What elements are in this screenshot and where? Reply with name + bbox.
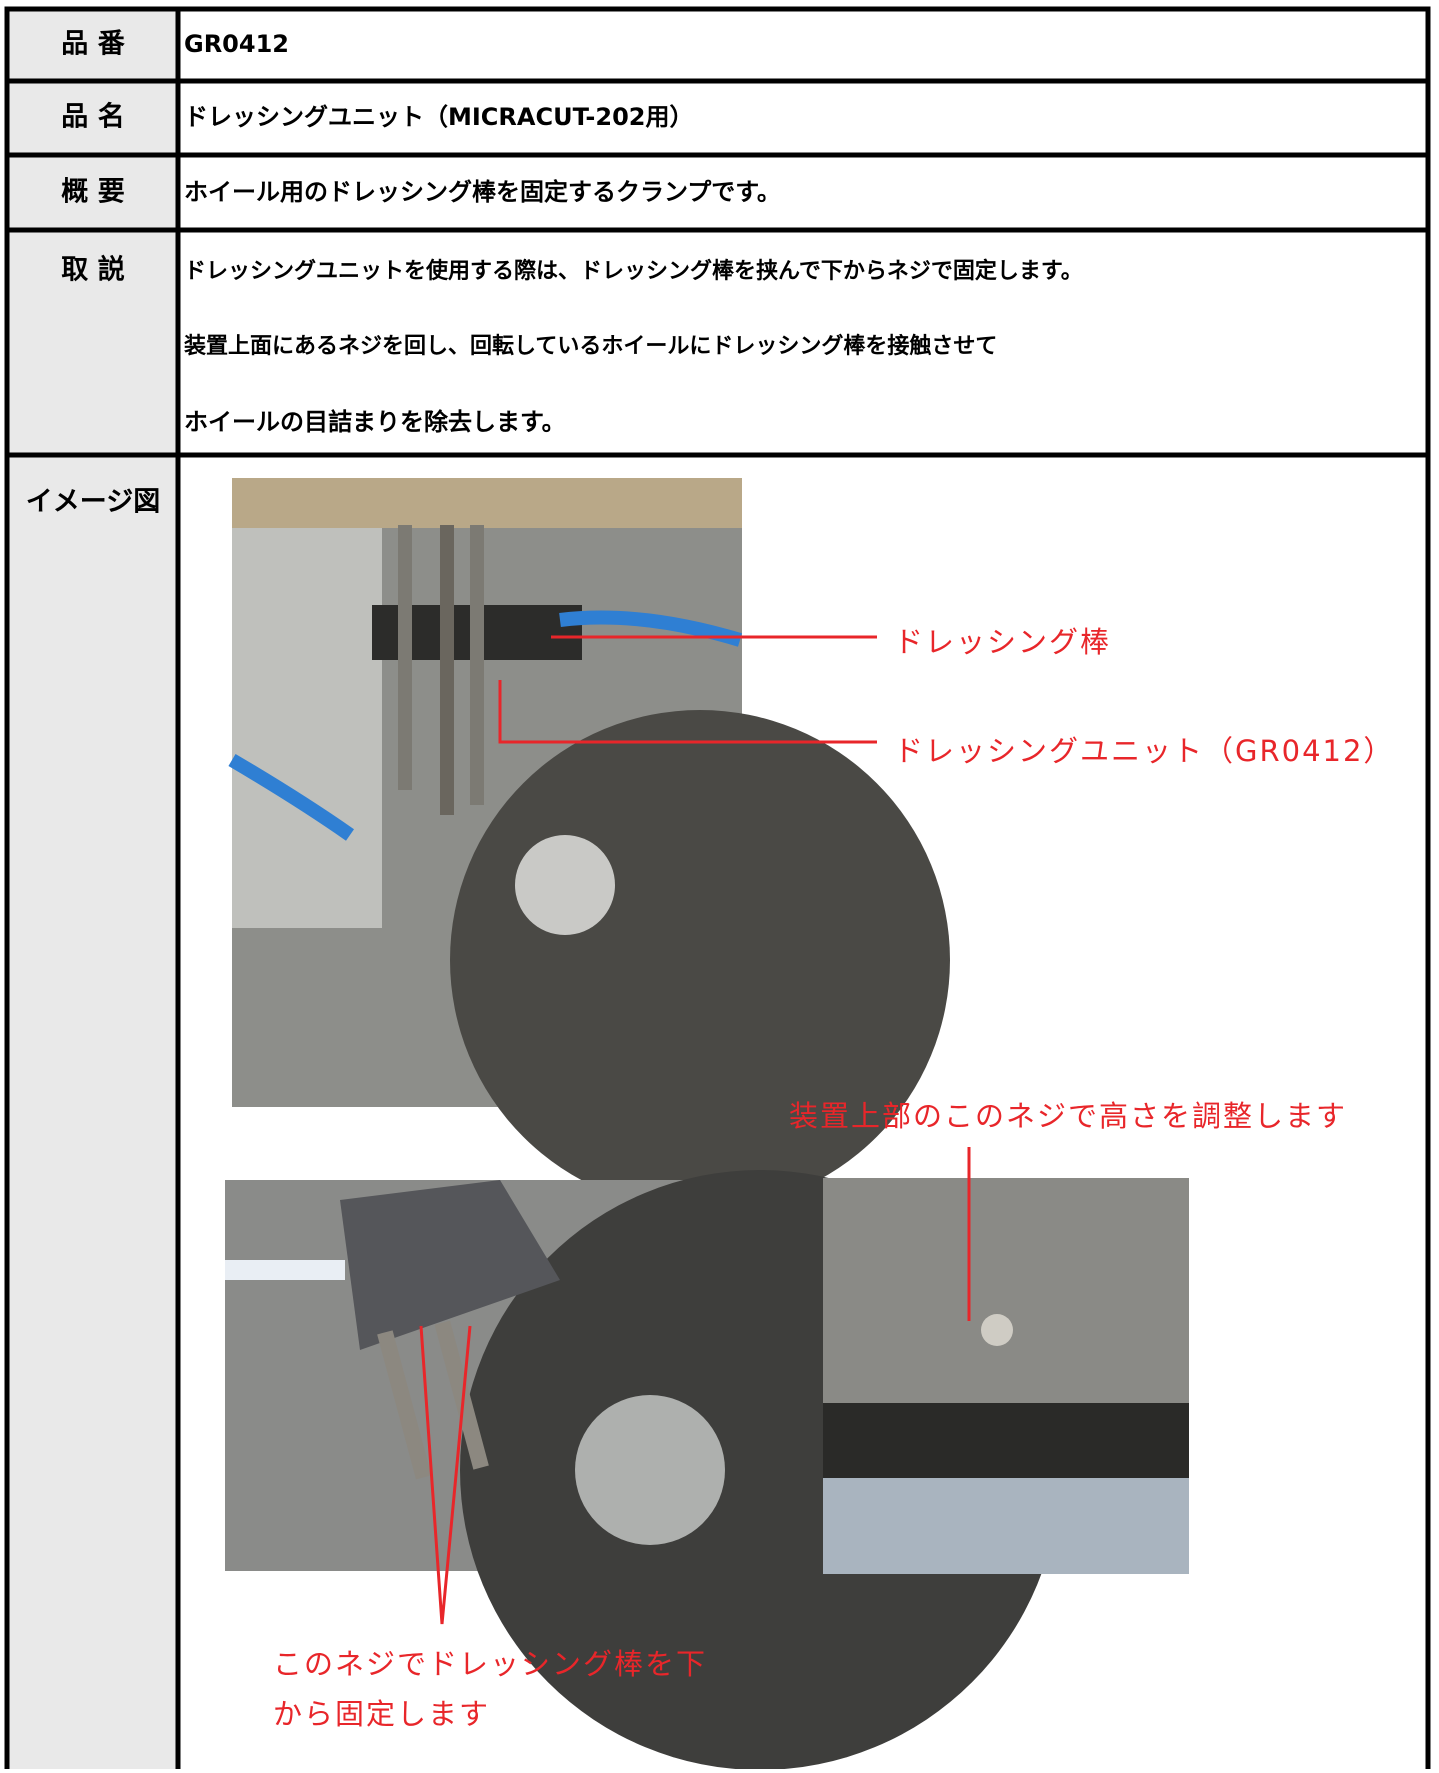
row-label: 品 番 [61,29,125,60]
row-content: ドレッシングユニットを使用する際は、ドレッシング棒を挟んで下からネジで固定します… [184,258,1083,284]
row-content: ホイールの目詰まりを除去します。 [184,408,566,436]
annotation: から固定します [273,1697,490,1731]
row-label: イメージ図 [26,487,160,518]
row-label: 取 説 [61,254,124,286]
annotation: このネジでドレッシング棒を下 [273,1647,707,1681]
table-frame [4,6,1431,1773]
row-label: 品 名 [61,101,124,133]
row-content: 装置上面にあるネジを回し、回転しているホイールにドレッシング棒を接触させて [184,333,997,359]
annotation: ドレッシング棒 [894,625,1111,659]
row-content: ドレッシングユニット（MICRACUT-202用） [184,103,693,131]
row-label: 概 要 [61,177,124,208]
row-content: GR0412 [184,30,289,58]
photo-unit [228,478,950,1210]
annotation: ドレッシングユニット（GR0412） [894,734,1394,768]
photo-top [823,1178,1189,1574]
row-content: ホイール用のドレッシング棒を固定するクランプです。 [184,178,781,206]
annotation: 装置上部のこのネジで高さを調整します [789,1099,1347,1133]
callout-lines [419,635,971,1625]
